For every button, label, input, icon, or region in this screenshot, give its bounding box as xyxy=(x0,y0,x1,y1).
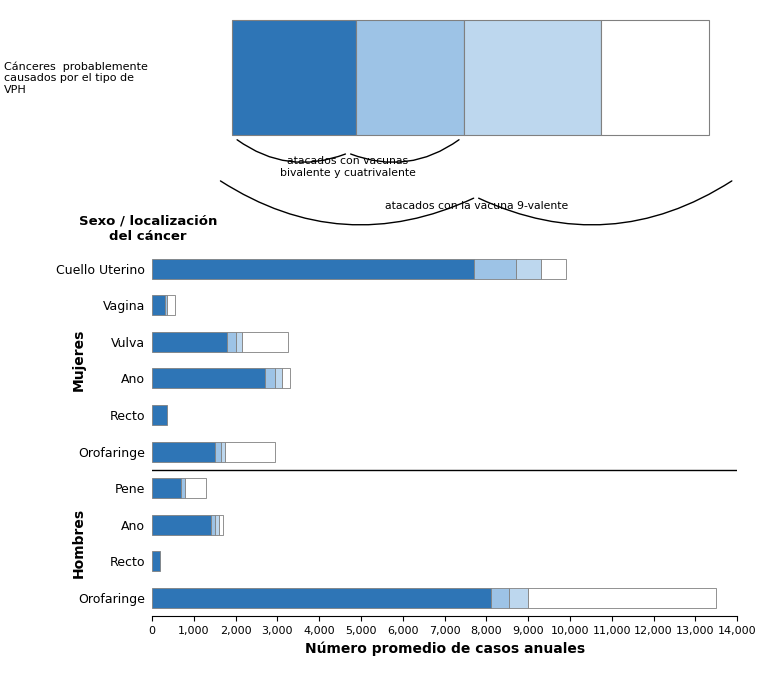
Bar xyxy=(232,20,356,135)
Bar xyxy=(152,259,474,279)
Text: atacados con la vacuna 9-valente: atacados con la vacuna 9-valente xyxy=(385,201,568,211)
Bar xyxy=(528,588,717,608)
Bar xyxy=(236,332,242,352)
Bar xyxy=(541,259,565,279)
Bar xyxy=(181,478,185,498)
Bar xyxy=(185,478,207,498)
Text: Tipos del VPH 16/18: Tipos del VPH 16/18 xyxy=(242,73,346,83)
Bar xyxy=(356,20,464,135)
Text: Mujeres: Mujeres xyxy=(72,329,86,391)
Bar xyxy=(152,515,211,535)
Bar xyxy=(491,588,509,608)
Bar xyxy=(214,441,221,462)
Bar xyxy=(152,332,227,352)
Text: atacados con vacunas
bivalente y cuatrivalente: atacados con vacunas bivalente y cuatriv… xyxy=(280,156,416,178)
Bar xyxy=(275,368,281,389)
Bar xyxy=(225,441,275,462)
Bar xyxy=(152,295,164,315)
Bar xyxy=(281,368,290,389)
Bar xyxy=(221,441,225,462)
Bar xyxy=(166,295,175,315)
Text: Cánceres  probablemente
causados por el tipo de
VPH: Cánceres probablemente causados por el t… xyxy=(4,61,147,95)
Text: Tipos del VPH
31/33/45/52/58: Tipos del VPH 31/33/45/52/58 xyxy=(370,66,450,89)
Bar xyxy=(242,332,288,352)
Text: Hombres: Hombres xyxy=(72,508,86,578)
Bar xyxy=(211,515,214,535)
Text: Sexo / localización
del cáncer: Sexo / localización del cáncer xyxy=(79,215,217,242)
Bar xyxy=(219,515,223,535)
Bar xyxy=(152,368,265,389)
Text: VPH-negativo*: VPH-negativo* xyxy=(617,73,693,83)
Bar xyxy=(464,20,600,135)
Bar xyxy=(214,515,219,535)
Bar xyxy=(152,405,166,425)
Bar xyxy=(509,588,528,608)
Bar xyxy=(152,588,491,608)
Bar xyxy=(227,332,236,352)
X-axis label: Número promedio de casos anuales: Número promedio de casos anuales xyxy=(305,641,584,656)
Bar xyxy=(600,20,709,135)
Bar xyxy=(265,368,275,389)
Bar xyxy=(152,441,214,462)
Bar xyxy=(152,551,160,571)
Bar xyxy=(474,259,515,279)
Bar xyxy=(515,259,541,279)
Bar xyxy=(164,295,166,315)
Bar xyxy=(152,478,181,498)
Text: Otros tipos del VPH: Otros tipos del VPH xyxy=(482,73,583,83)
